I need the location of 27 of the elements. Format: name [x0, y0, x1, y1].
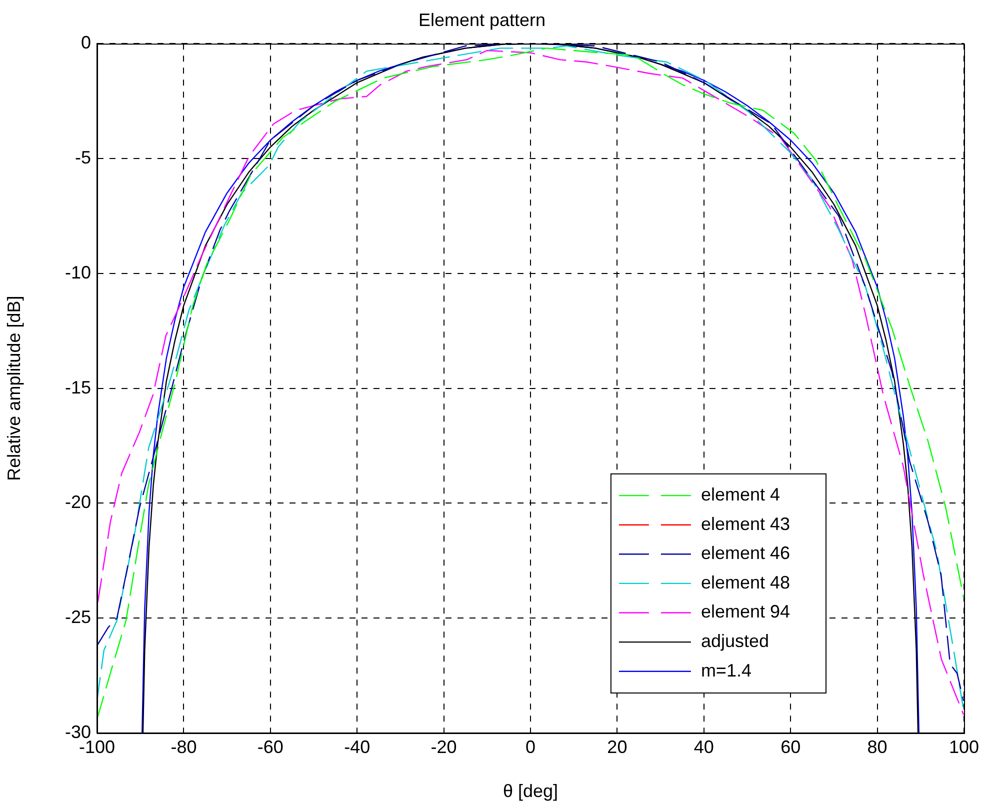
x-tick-label: 80	[867, 736, 888, 757]
x-axis-title: θ [deg]	[502, 781, 558, 802]
legend-label: element 46	[700, 543, 790, 564]
y-tick-label: 0	[80, 32, 91, 53]
x-tick-label: -60	[257, 736, 284, 757]
y-tick-label: -15	[64, 377, 91, 398]
y-tick-label: -30	[64, 722, 91, 742]
x-tick-label: -80	[170, 736, 197, 757]
legend-label: adjusted	[700, 631, 770, 652]
legend-label: element 48	[700, 572, 790, 592]
chart-title: Element pattern	[418, 10, 546, 30]
y-tick-label: -5	[74, 147, 91, 168]
x-tick-label: -40	[344, 736, 370, 757]
x-tick-label: 40	[694, 736, 714, 757]
x-tick-label: 20	[607, 736, 628, 757]
legend-label: element 94	[700, 602, 790, 622]
y-axis-title: Relative amplitude [dB]	[4, 296, 24, 481]
y-tick-label: -20	[64, 492, 91, 512]
legend-label: element 4	[700, 484, 780, 505]
legend-label: element 43	[700, 514, 790, 534]
x-tick-label: 100	[948, 736, 980, 757]
legend-label: m=1.4	[700, 660, 752, 680]
y-tick-label: -25	[64, 607, 91, 628]
x-tick-label: 0	[525, 736, 536, 757]
x-tick-label: -20	[430, 736, 457, 757]
y-tick-label: -10	[64, 262, 91, 282]
x-tick-label: 60	[780, 736, 801, 757]
